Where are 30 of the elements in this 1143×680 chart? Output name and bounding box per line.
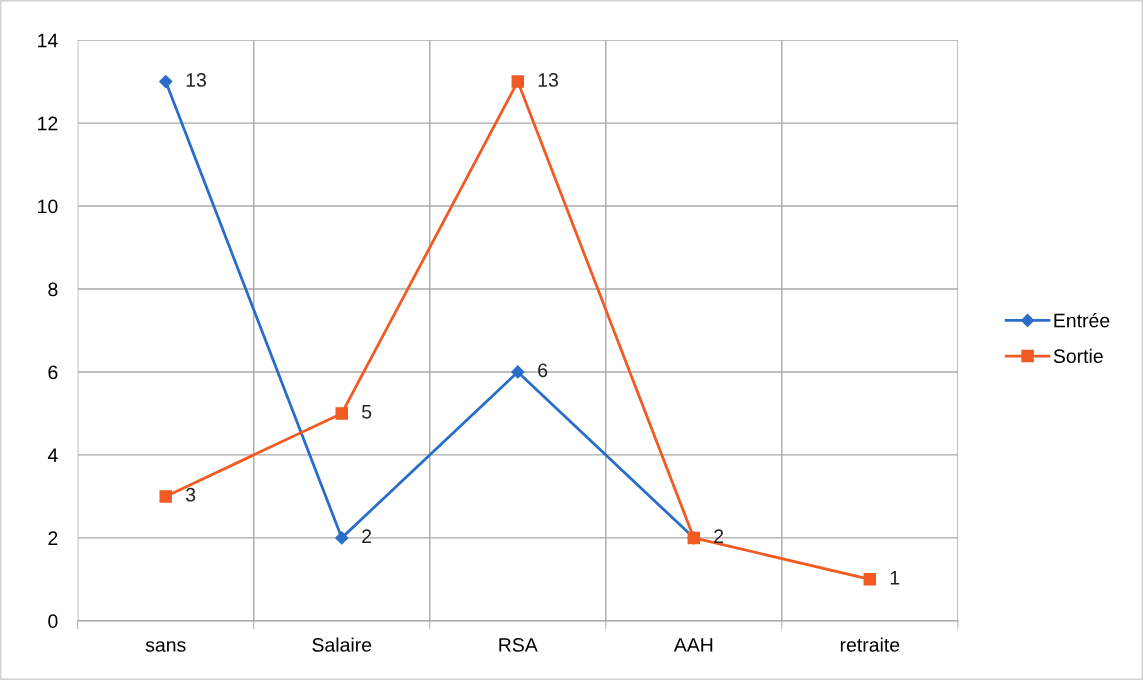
data-label: 3 [185,487,196,502]
point [159,490,172,503]
x-tick-label: RSA [499,638,538,652]
data-label: 13 [538,73,558,87]
x-tick-label: retraite [840,637,900,652]
data-label: 1 [890,571,900,585]
point [863,573,877,586]
data-label: 6 [538,363,548,378]
legend-label: Sortie [1053,348,1103,364]
point [511,365,525,379]
point [159,75,173,89]
x-tick-label: Salaire [312,637,372,652]
data-label: 2 [362,529,372,543]
legend-label: Entrée [1054,312,1110,328]
y-tick-label: 10 [38,199,58,214]
data-label: 13 [186,73,206,87]
point [335,407,349,420]
data-label: 2 [714,529,724,543]
y-tick-label: 0 [48,614,58,629]
x-tick-label: sans [145,641,186,652]
point [511,75,525,88]
x-tick-label: AAH [673,638,713,652]
y-tick-label: 4 [47,448,58,462]
data-label: 5 [361,405,372,419]
y-tick-label: 12 [38,116,58,131]
y-tick-label: 8 [48,282,58,297]
point [335,531,349,545]
y-tick-label: 2 [48,531,58,545]
y-tick-label: 6 [48,365,58,380]
y-tick-label: 14 [38,33,58,48]
